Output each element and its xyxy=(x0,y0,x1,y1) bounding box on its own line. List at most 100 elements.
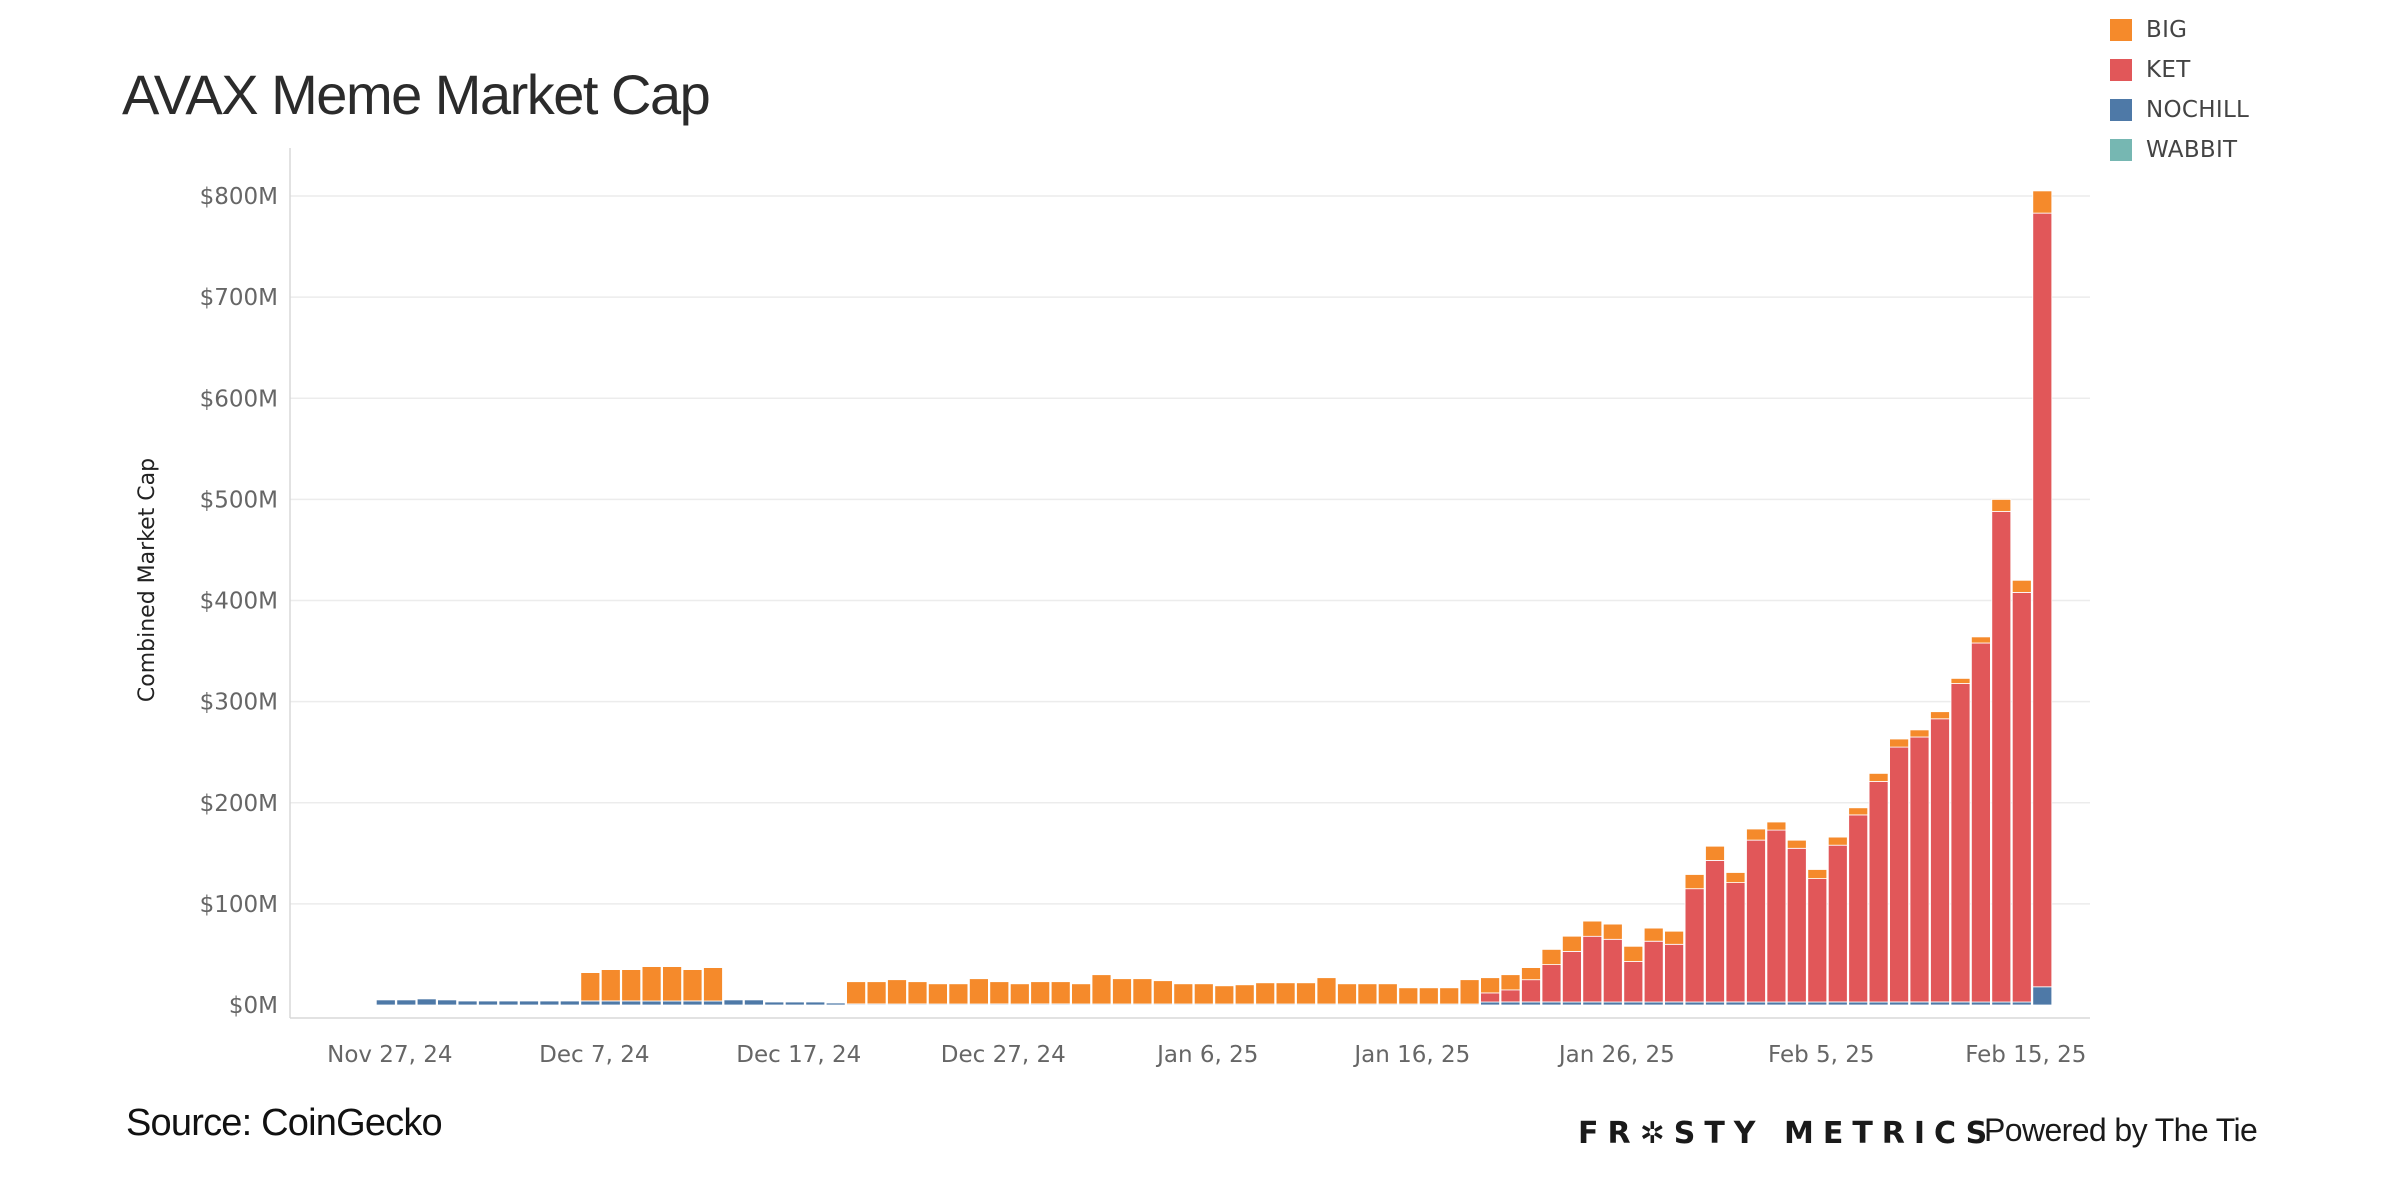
bar-ket[interactable] xyxy=(2032,212,2053,988)
bar-ket[interactable] xyxy=(1664,943,1684,1003)
bar-big[interactable] xyxy=(1521,967,1541,981)
bar-nochill[interactable] xyxy=(416,998,437,1006)
bar-big[interactable] xyxy=(1193,983,1214,1005)
bar-nochill[interactable] xyxy=(1746,1001,1766,1006)
legend-item-big[interactable]: BIG xyxy=(2110,10,2249,50)
bar-big[interactable] xyxy=(1582,920,1603,937)
bar-big[interactable] xyxy=(1950,678,1971,684)
bar-nochill[interactable] xyxy=(2011,1001,2032,1006)
bar-ket[interactable] xyxy=(1500,989,1521,1003)
bar-nochill[interactable] xyxy=(478,1000,498,1006)
bar-big[interactable] xyxy=(1255,982,1276,1005)
bar-ket[interactable] xyxy=(1950,683,1971,1003)
bar-nochill[interactable] xyxy=(375,999,396,1006)
bar-nochill[interactable] xyxy=(784,1001,805,1006)
bar-big[interactable] xyxy=(682,969,703,1002)
bar-nochill[interactable] xyxy=(1848,1001,1869,1006)
bar-big[interactable] xyxy=(1418,987,1439,1005)
bar-big[interactable] xyxy=(662,966,682,1002)
bar-big[interactable] xyxy=(621,969,642,1002)
bar-nochill[interactable] xyxy=(1766,1001,1787,1006)
bar-nochill[interactable] xyxy=(1664,1001,1684,1006)
bar-nochill[interactable] xyxy=(559,1000,580,1006)
legend-item-nochill[interactable]: NOCHILL xyxy=(2110,90,2249,130)
bar-big[interactable] xyxy=(1725,872,1746,884)
bar-nochill[interactable] xyxy=(703,1000,723,1006)
bar-nochill[interactable] xyxy=(1909,1001,1930,1006)
bar-ket[interactable] xyxy=(1766,829,1787,1003)
bar-ket[interactable] xyxy=(1684,888,1705,1003)
bar-big[interactable] xyxy=(989,981,1010,1005)
bar-big[interactable] xyxy=(1459,979,1480,1005)
bar-big[interactable] xyxy=(1337,983,1357,1005)
bar-nochill[interactable] xyxy=(1827,1001,1848,1006)
bar-nochill[interactable] xyxy=(1500,1001,1521,1006)
bar-nochill[interactable] xyxy=(519,1000,539,1006)
bar-nochill[interactable] xyxy=(1930,1001,1950,1006)
bar-ket[interactable] xyxy=(1786,847,1807,1003)
bar-nochill[interactable] xyxy=(580,1000,601,1006)
bar-nochill[interactable] xyxy=(1684,1001,1705,1006)
bar-nochill[interactable] xyxy=(2032,986,2053,1006)
bar-big[interactable] xyxy=(1664,930,1684,945)
bar-nochill[interactable] xyxy=(723,999,744,1006)
bar-big[interactable] xyxy=(948,983,969,1005)
bar-big[interactable] xyxy=(1827,836,1848,846)
bar-big[interactable] xyxy=(1602,923,1623,940)
bar-big[interactable] xyxy=(1643,927,1664,942)
bar-big[interactable] xyxy=(1684,874,1705,890)
bar-ket[interactable] xyxy=(1480,992,1500,1003)
bar-nochill[interactable] xyxy=(1725,1001,1746,1006)
bar-ket[interactable] xyxy=(1602,938,1623,1003)
bar-big[interactable] xyxy=(1398,987,1419,1005)
bar-ket[interactable] xyxy=(1868,781,1889,1003)
bar-ket[interactable] xyxy=(1725,882,1746,1003)
bar-ket[interactable] xyxy=(1930,718,1950,1003)
bar-ket[interactable] xyxy=(1909,736,1930,1003)
bar-big[interactable] xyxy=(1296,982,1316,1005)
bar-nochill[interactable] xyxy=(1643,1001,1664,1006)
bar-big[interactable] xyxy=(846,981,866,1005)
bar-nochill[interactable] xyxy=(1480,1001,1500,1006)
bar-big[interactable] xyxy=(1930,711,1950,720)
bar-nochill[interactable] xyxy=(764,1001,785,1006)
bar-big[interactable] xyxy=(1071,983,1091,1005)
bar-big[interactable] xyxy=(703,967,723,1002)
bar-nochill[interactable] xyxy=(1889,1001,1909,1006)
bar-big[interactable] xyxy=(1991,498,2012,512)
bar-nochill[interactable] xyxy=(539,1000,560,1006)
bar-nochill[interactable] xyxy=(682,1000,703,1006)
bar-big[interactable] xyxy=(907,981,928,1005)
bar-big[interactable] xyxy=(1807,869,1828,880)
bar-nochill[interactable] xyxy=(457,1000,478,1006)
bar-nochill[interactable] xyxy=(498,1000,519,1006)
bar-nochill[interactable] xyxy=(1541,1001,1562,1006)
bar-nochill[interactable] xyxy=(1521,1001,1541,1006)
bar-ket[interactable] xyxy=(1848,814,1869,1003)
bar-big[interactable] xyxy=(1173,983,1194,1005)
bar-ket[interactable] xyxy=(1643,940,1664,1003)
bar-nochill[interactable] xyxy=(396,999,417,1006)
bar-nochill[interactable] xyxy=(1786,1001,1807,1006)
bar-big[interactable] xyxy=(1786,839,1807,849)
bar-ket[interactable] xyxy=(1541,964,1562,1003)
bar-big[interactable] xyxy=(1357,983,1378,1005)
bar-ket[interactable] xyxy=(1827,844,1848,1003)
legend-item-wabbit[interactable]: WABBIT xyxy=(2110,130,2249,170)
bar-big[interactable] xyxy=(969,978,989,1005)
bar-big[interactable] xyxy=(1132,978,1153,1005)
bar-big[interactable] xyxy=(1153,980,1173,1005)
bar-big[interactable] xyxy=(1500,974,1521,991)
bar-big[interactable] xyxy=(1909,729,1930,738)
bar-big[interactable] xyxy=(1766,821,1787,831)
bar-big[interactable] xyxy=(580,972,601,1002)
bar-ket[interactable] xyxy=(1971,642,1991,1003)
bar-big[interactable] xyxy=(1275,982,1296,1005)
bar-big[interactable] xyxy=(2011,579,2032,593)
bar-big[interactable] xyxy=(928,983,948,1005)
bar-big[interactable] xyxy=(1050,981,1071,1005)
bar-nochill[interactable] xyxy=(1705,1001,1725,1006)
bar-big[interactable] xyxy=(1541,949,1562,966)
bar-big[interactable] xyxy=(887,979,907,1005)
bar-big[interactable] xyxy=(1091,974,1112,1005)
